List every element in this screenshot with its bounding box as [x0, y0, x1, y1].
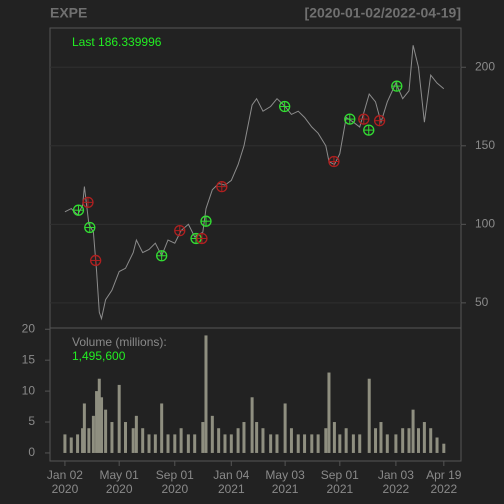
- volume-tick-label: 15: [22, 352, 36, 366]
- volume-bar: [269, 434, 273, 453]
- x-tick-label: Jan 03: [378, 468, 414, 482]
- x-tick-label: Apr 19: [426, 468, 462, 482]
- volume-bar: [110, 422, 114, 453]
- volume-bar: [166, 434, 170, 453]
- volume-bar: [407, 428, 411, 453]
- volume-bar: [374, 428, 378, 453]
- volume-bar: [327, 372, 331, 453]
- volume-bar: [117, 384, 121, 453]
- volume-bar: [131, 428, 135, 453]
- chart-title: EXPE: [50, 5, 87, 21]
- volume-bar: [401, 428, 405, 453]
- volume-tick-label: 10: [22, 383, 36, 397]
- volume-bar: [367, 378, 371, 453]
- volume-bar: [193, 434, 197, 453]
- volume-bar: [223, 434, 227, 453]
- volume-bar: [332, 422, 336, 453]
- volume-bar: [250, 397, 254, 453]
- volume-bar: [210, 415, 214, 453]
- volume-bar: [296, 434, 300, 453]
- volume-bar: [81, 428, 85, 453]
- volume-bar: [324, 428, 328, 453]
- x-tick-label: Jan 02: [47, 468, 83, 482]
- x-tick-label: 2021: [272, 482, 299, 496]
- volume-tick-label: 0: [28, 445, 35, 459]
- volume-bar: [91, 415, 95, 453]
- volume-bar: [394, 434, 398, 453]
- x-tick-label: May 03: [265, 468, 305, 482]
- volume-bar: [141, 428, 145, 453]
- volume-bar: [338, 434, 342, 453]
- volume-bar: [310, 434, 314, 453]
- volume-bar: [429, 428, 433, 453]
- x-tick-label: 2021: [326, 482, 353, 496]
- volume-bar: [100, 397, 104, 453]
- x-tick-label: 2020: [106, 482, 133, 496]
- x-tick-label: May 01: [99, 468, 139, 482]
- volume-title: Volume (millions):: [72, 335, 167, 349]
- volume-bar: [411, 409, 415, 453]
- volume-bar: [442, 443, 446, 453]
- volume-bar: [95, 391, 99, 453]
- volume-bar: [69, 437, 73, 453]
- volume-bar: [173, 434, 177, 453]
- volume-bar: [379, 422, 383, 453]
- volume-bar: [134, 415, 138, 453]
- volume-bar: [351, 434, 355, 453]
- volume-bar: [261, 428, 265, 453]
- volume-bar: [358, 434, 362, 453]
- volume-bar: [97, 378, 101, 453]
- volume-bar: [236, 428, 240, 453]
- volume-bar: [416, 428, 420, 453]
- volume-bar: [153, 434, 157, 453]
- x-tick-label: 2020: [52, 482, 79, 496]
- volume-bar: [385, 434, 389, 453]
- volume-bar: [82, 403, 86, 453]
- volume-bar: [186, 434, 190, 453]
- volume-bar: [422, 422, 426, 453]
- volume-bar: [124, 422, 128, 453]
- volume-bar: [147, 434, 151, 453]
- volume-bar: [201, 422, 205, 453]
- volume-bar: [316, 434, 320, 453]
- x-tick-label: 2022: [383, 482, 410, 496]
- date-range: [2020-01-02/2022-04-19]: [305, 5, 461, 21]
- volume-bar: [204, 335, 208, 453]
- price-line: [64, 45, 445, 321]
- y-tick-label: 100: [475, 217, 495, 231]
- volume-bar: [179, 428, 183, 453]
- volume-bar: [275, 434, 279, 453]
- x-tick-label: Sep 01: [156, 468, 194, 482]
- volume-bar: [160, 403, 164, 453]
- volume-bar: [104, 409, 108, 453]
- volume-bar: [217, 428, 221, 453]
- volume-bar: [344, 428, 348, 453]
- x-tick-label: 2022: [430, 482, 457, 496]
- y-tick-label: 50: [475, 295, 489, 309]
- volume-bar: [87, 428, 91, 453]
- volume-last: 1,495,600: [72, 349, 126, 363]
- x-tick-label: 2021: [218, 482, 245, 496]
- volume-bar: [435, 437, 439, 453]
- x-tick-label: Jan 04: [213, 468, 249, 482]
- volume-tick-label: 5: [28, 414, 35, 428]
- volume-bar: [229, 434, 233, 453]
- volume-tick-label: 20: [22, 321, 36, 335]
- y-tick-label: 150: [475, 138, 495, 152]
- volume-panel: [49, 327, 462, 462]
- y-tick-label: 200: [475, 59, 495, 73]
- volume-bar: [242, 422, 246, 453]
- volume-bar: [303, 434, 307, 453]
- volume-bar: [289, 428, 293, 453]
- x-tick-label: 2020: [161, 482, 188, 496]
- last-price: Last 186.339996: [72, 35, 162, 49]
- volume-bar: [63, 434, 67, 453]
- volume-bar: [76, 434, 80, 453]
- volume-bar: [255, 422, 259, 453]
- x-tick-label: Sep 01: [321, 468, 359, 482]
- volume-bar: [283, 403, 287, 453]
